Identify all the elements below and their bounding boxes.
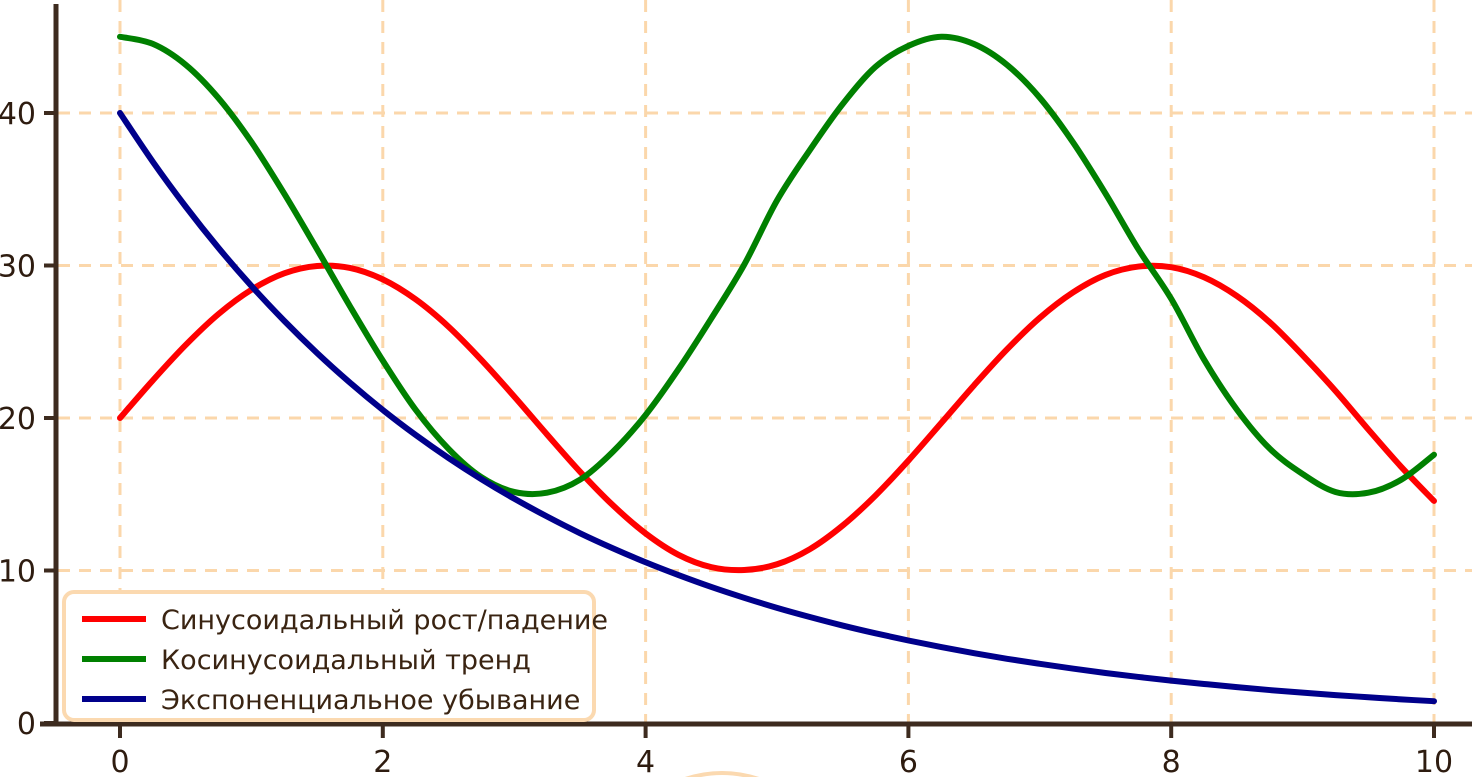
data-curves: [117, 33, 1437, 705]
x-tick-label-1: 2: [373, 745, 392, 777]
axis-ticks: [44, 111, 1436, 738]
legend-label-1[interactable]: Косинусоидальный тренд: [161, 645, 531, 676]
y-tick-label-0: 0: [17, 707, 36, 742]
series-line-1: [117, 33, 1437, 498]
x-tick-label-2: 4: [636, 745, 655, 777]
axis-spines: [40, 4, 1472, 727]
x-tick-label-5: 10: [1415, 745, 1453, 777]
x-tick-label-0: 0: [110, 745, 129, 777]
y-tick-label-3: 30: [0, 250, 36, 285]
series-line-0: [117, 262, 1437, 574]
y-tick-label-2: 20: [0, 402, 36, 437]
x-tick-label-3: 6: [899, 745, 918, 777]
legend-label-0[interactable]: Синусоидальный рост/падение: [161, 605, 608, 636]
y-tick-label-1: 10: [0, 555, 36, 590]
legend-label-2[interactable]: Экспоненциальное убывание: [161, 685, 580, 716]
clipped-rounded-element: [685, 771, 759, 777]
chart-legend[interactable]: Синусоидальный рост/падение Косинусоидаль…: [62, 590, 608, 722]
x-tick-label-4: 8: [1162, 745, 1181, 777]
y-tick-label-4: 40: [0, 97, 36, 132]
legend-box: [62, 590, 596, 722]
series-line-2: [117, 110, 1437, 705]
axis-tick-labels: 0 10 20 30 40 0 2 4 6 8 10: [0, 97, 1453, 777]
